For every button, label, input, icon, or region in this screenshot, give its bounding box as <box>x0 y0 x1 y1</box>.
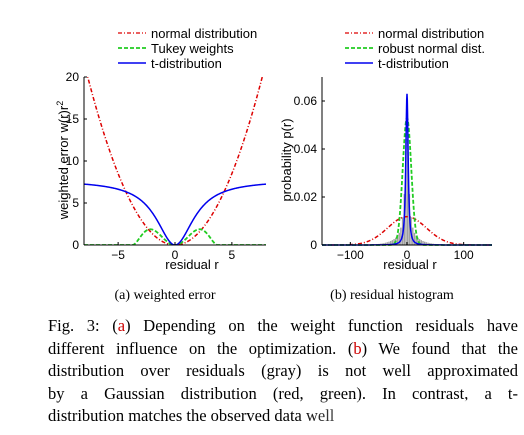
histogram-bar <box>384 242 387 245</box>
legend-a: normal distribution Tukey weights t-dist… <box>118 26 257 71</box>
legend-b-label-normal: normal distribution <box>378 26 484 41</box>
histogram-bar <box>383 243 385 245</box>
chart-weighted-error: normal distribution Tukey weights t-dist… <box>55 26 266 303</box>
caption-ref-b[interactable]: b <box>353 338 362 358</box>
y-axis-label-a: weighted error w(r)r2 <box>55 101 71 220</box>
histogram-bar <box>413 232 416 245</box>
plot-area-b: −100 0 100 0 0.02 0.04 0.06 <box>294 77 492 262</box>
histogram-bar <box>393 239 395 245</box>
x-tick-label-a: 0 <box>172 248 179 262</box>
y-tick-label-a: 15 <box>66 112 80 126</box>
y-tick-label-b: 0.04 <box>294 142 318 156</box>
legend-b-label-t: t-distribution <box>378 56 449 71</box>
histogram-bar <box>388 241 390 245</box>
histogram-bar <box>417 237 419 245</box>
x-tick-label-b: 100 <box>454 248 474 262</box>
series-a-t <box>84 183 266 245</box>
y-tick-label-b: 0.02 <box>294 190 318 204</box>
caption-line-5: distribution matches the observed data w… <box>48 406 335 425</box>
histogram-bar <box>415 235 417 245</box>
histogram-bar <box>424 241 426 245</box>
histogram-bar <box>396 235 399 245</box>
caption-line-3: distribution over residuals (gray) is no… <box>48 361 518 380</box>
y-axis-label-b: probability p(r) <box>279 118 294 201</box>
histogram-bar <box>422 240 424 245</box>
histogram-bar <box>427 242 429 245</box>
histogram-bar <box>386 242 388 245</box>
series-a-normal <box>86 77 264 245</box>
subtitle-a: (a) weighted error <box>114 288 215 303</box>
histogram-bar <box>400 227 402 245</box>
caption-ref-a[interactable]: a <box>117 316 126 335</box>
histogram-bar <box>390 240 392 245</box>
histogram-bar <box>391 240 394 245</box>
x-tick-label-b: 0 <box>404 248 411 262</box>
x-tick-label-a: −5 <box>111 248 125 262</box>
y-tick-label-b: 0 <box>310 238 317 252</box>
legend-b: normal distribution robust normal dist. … <box>345 26 485 71</box>
x-tick-label-a: 5 <box>229 248 236 262</box>
y-tick-label-a: 20 <box>66 70 80 84</box>
histogram-bar <box>425 242 428 245</box>
histogram-bar <box>405 139 407 245</box>
y-tick-label-a: 0 <box>72 238 79 252</box>
legend-a-label-tukey: Tukey weights <box>151 41 234 56</box>
subtitle-b: (b) residual histogram <box>330 288 454 303</box>
x-axis-label-b: residual r <box>383 257 437 272</box>
caption-line-2: different influence on the optimization.… <box>48 338 518 358</box>
y-tick-label-b: 0.06 <box>294 94 318 108</box>
plot-area-a: −5 0 5 0 5 10 15 20 <box>66 70 266 262</box>
histogram-bar <box>407 139 409 245</box>
legend-a-label-normal: normal distribution <box>151 26 257 41</box>
histogram-bar <box>398 232 400 245</box>
y-tick-label-a: 10 <box>66 154 80 168</box>
x-axis-label-a: residual r <box>165 257 219 272</box>
y-tick-label-a: 5 <box>72 196 79 210</box>
legend-b-label-robust: robust normal dist. <box>378 41 485 56</box>
histogram-bar <box>420 240 422 245</box>
figure-caption: Fig. 3: (a) Depending on the weight func… <box>48 315 518 428</box>
legend-a-label-t: t-distribution <box>151 56 222 71</box>
caption-line-1: Fig. 3: (a) Depending on the weight func… <box>48 316 518 335</box>
x-tick-label-b: −100 <box>337 248 364 262</box>
chart-residual-histogram: normal distribution robust normal dist. … <box>279 26 492 303</box>
caption-line-4: by a Gaussian distribution (red, green).… <box>48 383 518 403</box>
histogram-bar <box>412 227 414 245</box>
